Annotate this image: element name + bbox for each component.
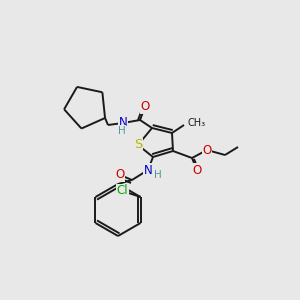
Text: N: N: [118, 116, 127, 128]
Text: Cl: Cl: [117, 184, 128, 197]
Text: H: H: [154, 170, 162, 180]
Text: O: O: [140, 100, 150, 113]
Text: H: H: [118, 126, 126, 136]
Text: N: N: [144, 164, 152, 176]
Text: O: O: [192, 164, 202, 176]
Text: O: O: [116, 169, 124, 182]
Text: S: S: [134, 139, 142, 152]
Text: CH₃: CH₃: [188, 118, 206, 128]
Text: O: O: [202, 143, 211, 157]
